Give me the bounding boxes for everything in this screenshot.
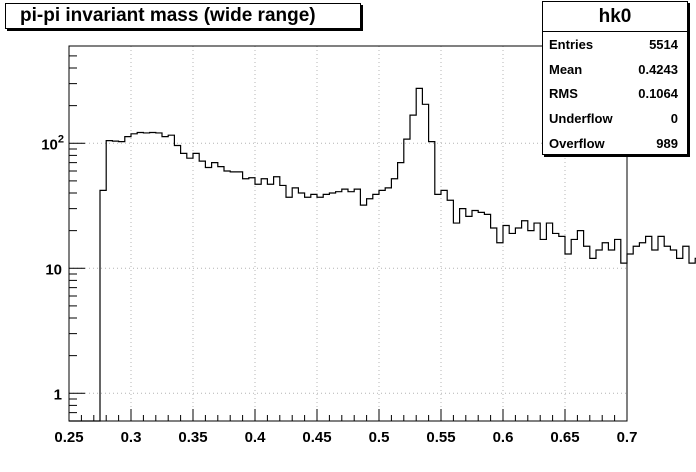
- x-tick-label: 0.6: [493, 429, 514, 446]
- stats-value: 5514: [649, 36, 678, 52]
- x-tick-label: 0.55: [426, 429, 455, 446]
- stats-value: 0.4243: [638, 61, 678, 77]
- stats-histogram-name: hk0: [543, 2, 687, 32]
- x-tick-label: 0.5: [369, 429, 390, 446]
- y-tick-label: 10: [45, 261, 62, 278]
- stats-value: 989: [656, 136, 678, 152]
- grid-lines: [69, 46, 627, 421]
- stats-value: 0.1064: [638, 86, 678, 102]
- plot-frame: [68, 45, 628, 422]
- y-axis-tick-labels: 1 10 102: [41, 133, 64, 403]
- x-tick-label: 0.65: [550, 429, 579, 446]
- stats-row-overflow: Overflow 989: [543, 131, 687, 156]
- stats-row-mean: Mean 0.4243: [543, 57, 687, 82]
- x-tick-label: 0.25: [54, 429, 83, 446]
- x-tick-label: 0.45: [302, 429, 331, 446]
- stats-label: Mean: [549, 61, 583, 77]
- stats-row-rms: RMS 0.1064: [543, 82, 687, 107]
- y-tick-label: 102: [41, 133, 64, 153]
- chart-title: pi-pi invariant mass (wide range): [5, 3, 361, 29]
- stats-label: Underflow: [549, 111, 613, 127]
- x-tick-label: 0.4: [245, 429, 267, 446]
- stats-box: hk0 Entries 5514 Mean 0.4243 RMS 0.1064 …: [542, 1, 688, 155]
- stats-label: RMS: [549, 86, 578, 102]
- axis-ticks: [68, 45, 628, 422]
- y-tick-label: 1: [54, 386, 62, 403]
- stats-row-entries: Entries 5514: [543, 32, 687, 57]
- stats-value: 0: [670, 111, 678, 127]
- stats-label: Overflow: [549, 136, 605, 152]
- x-tick-label: 0.35: [178, 429, 207, 446]
- stats-row-underflow: Underflow 0: [543, 106, 687, 131]
- x-axis-tick-labels: 0.25 0.3 0.35 0.4 0.45 0.5 0.55 0.6 0.65 0.7: [54, 429, 637, 446]
- histogram-line: [69, 87, 696, 422]
- x-tick-label: 0.3: [121, 429, 142, 446]
- x-tick-label: 0.7: [617, 429, 638, 446]
- stats-label: Entries: [549, 36, 594, 52]
